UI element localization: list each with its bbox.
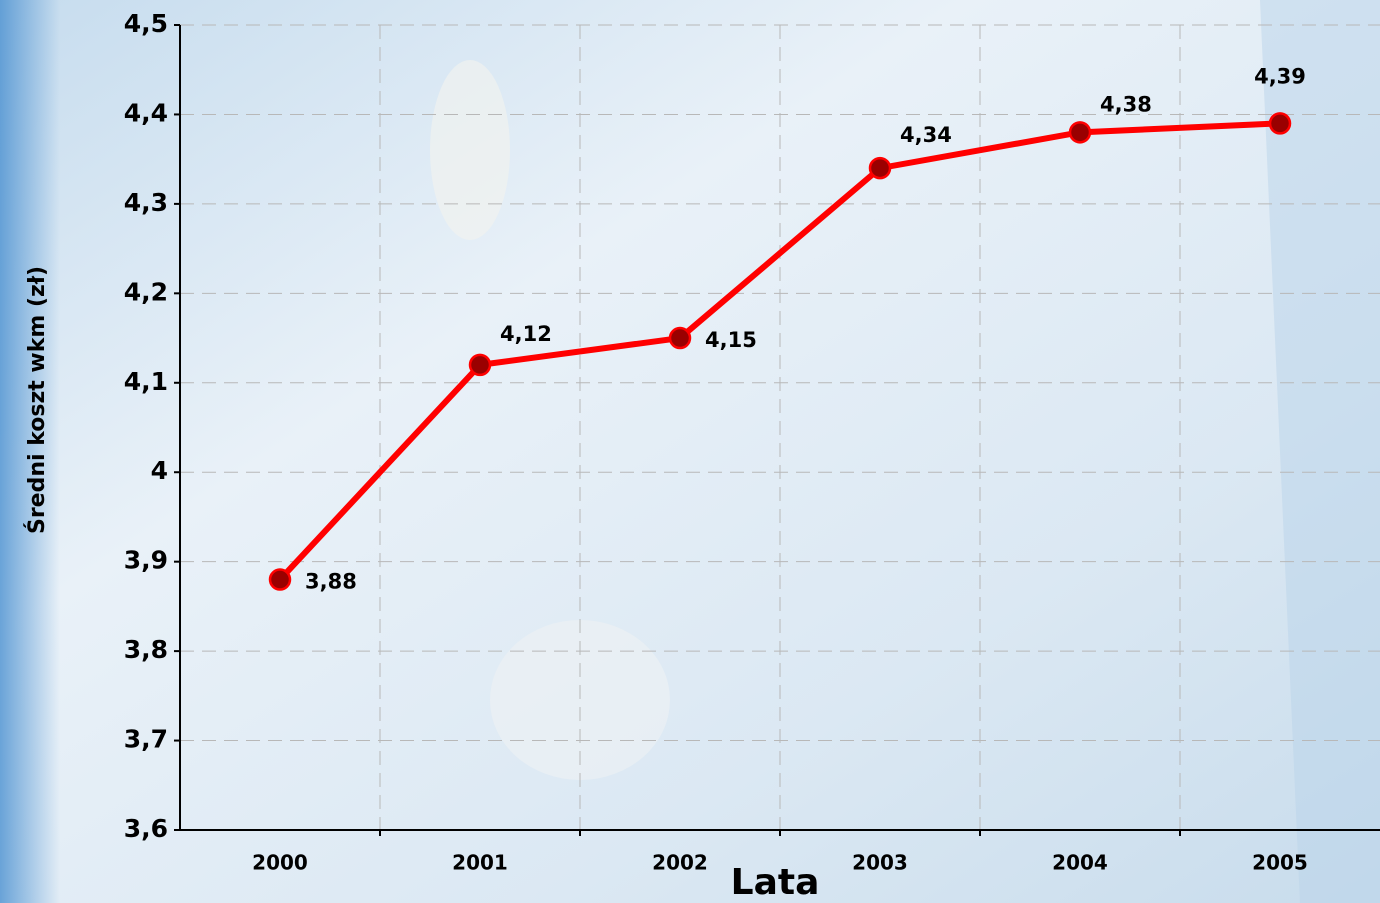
data-label: 4,39 <box>1254 64 1306 88</box>
data-point <box>668 326 692 350</box>
data-label: 3,88 <box>305 570 357 594</box>
y-tick-label: 4,5 <box>124 9 168 38</box>
data-line <box>277 120 1281 582</box>
data-point <box>868 156 892 180</box>
y-tick-label: 3,8 <box>124 635 168 664</box>
x-tick-label: 2002 <box>652 851 708 875</box>
x-tick-label: 2001 <box>452 851 508 875</box>
background-shape <box>1260 0 1380 903</box>
y-tick-label: 3,6 <box>124 814 168 843</box>
axes: 3,6 3,7 3,8 3,9 4 4,1 4,2 4,3 4,4 4,5 2000 2001 2002… <box>124 9 1380 875</box>
x-tick-label: 2000 <box>252 851 308 875</box>
y-tick-label: 4,1 <box>124 367 168 396</box>
y-tick-label: 4,4 <box>124 98 168 127</box>
data-label: 4,15 <box>705 328 757 352</box>
background-edge <box>0 0 60 903</box>
data-point <box>1068 121 1092 144</box>
y-tick-label: 4,2 <box>124 277 168 306</box>
data-label: 4,34 <box>900 123 952 147</box>
x-tick-label: 2004 <box>1052 851 1108 875</box>
y-tick-label: 3,9 <box>124 546 168 575</box>
y-axis-label: Średni koszt wkm (zł) <box>24 266 50 534</box>
y-tick-label: 4 <box>151 456 168 485</box>
x-tick-label: 2005 <box>1252 851 1308 875</box>
data-point <box>468 353 492 377</box>
data-point <box>268 568 292 591</box>
data-label: 4,38 <box>1100 92 1152 116</box>
x-tick-label: 2003 <box>852 851 908 875</box>
x-axis-label: Lata <box>731 862 820 903</box>
marks: 3,88 4,12 4,15 4,34 4,38 4,39 <box>268 64 1306 594</box>
y-tick-label: 4,3 <box>124 188 168 217</box>
data-label: 4,12 <box>500 322 552 346</box>
data-point <box>1268 112 1292 135</box>
background-shape <box>490 620 670 780</box>
grid <box>180 24 1380 830</box>
background-shape <box>430 60 510 240</box>
y-tick-label: 3,7 <box>124 725 168 754</box>
